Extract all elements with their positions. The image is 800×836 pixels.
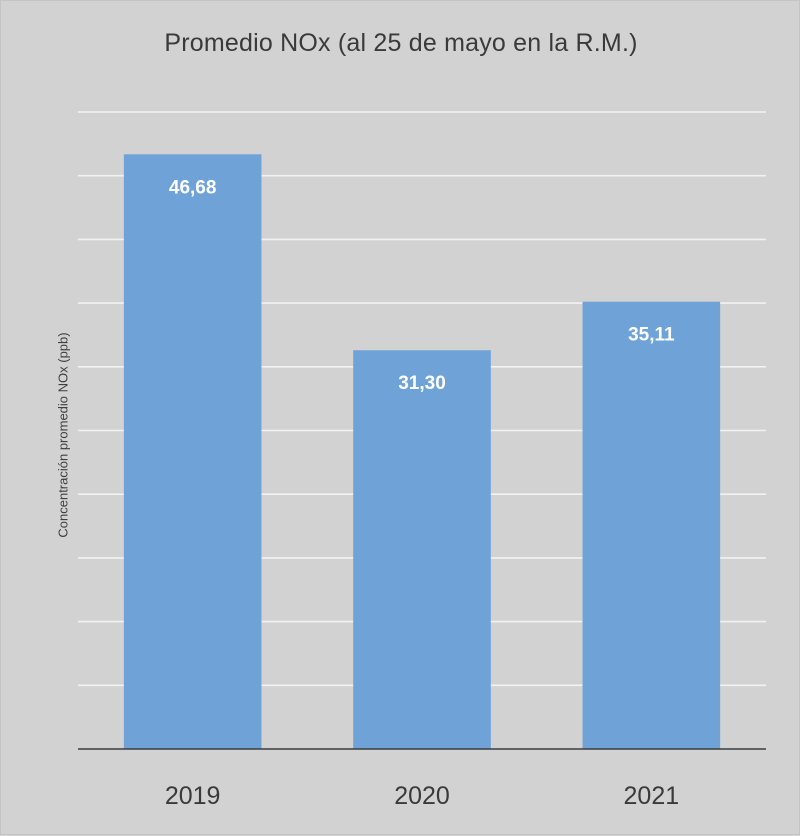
bar-2020 bbox=[353, 350, 491, 749]
data-labels: 46,68 31,30 35,11 bbox=[169, 177, 675, 394]
data-label-2020: 31,30 bbox=[398, 373, 446, 394]
category-labels: 2019 2020 2021 bbox=[165, 782, 679, 810]
category-label-2019: 2019 bbox=[165, 782, 221, 810]
chart-title: Promedio NOx (al 25 de mayo en la R.M.) bbox=[164, 29, 638, 57]
data-label-2021: 35,11 bbox=[628, 325, 675, 346]
bar-2019 bbox=[123, 154, 262, 749]
data-label-2019: 46,68 bbox=[169, 177, 217, 198]
category-label-2020: 2020 bbox=[394, 782, 450, 810]
category-label-2021: 2021 bbox=[624, 782, 680, 810]
bar-2021 bbox=[582, 301, 721, 749]
bars bbox=[123, 154, 721, 749]
